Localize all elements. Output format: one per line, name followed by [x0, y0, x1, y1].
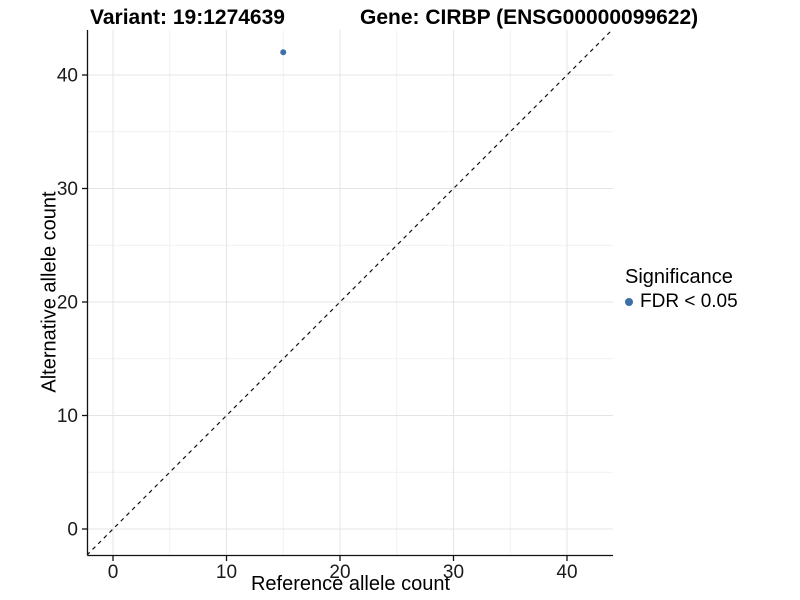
x-axis-title: Reference allele count: [250, 573, 450, 595]
plot-title-gene: Gene: CIRBP (ENSG00000099622): [360, 6, 699, 29]
plot-title-variant: Variant: 19:1274639: [90, 6, 285, 29]
x-tick-label: 20: [329, 562, 350, 583]
y-tick-label: 0: [67, 520, 78, 541]
x-tick-label: 0: [108, 562, 119, 583]
legend: Significance FDR < 0.05: [625, 266, 738, 314]
x-tick-label: 10: [216, 562, 237, 583]
tick-labels: 0 10 20 30 40 0 10 20 30 40: [57, 66, 578, 584]
scatter-plot-svg: 0 10 20 30 40 0 10 20 30 40: [57, 30, 613, 584]
identity-reference-line: [88, 30, 613, 555]
legend-item: FDR < 0.05: [625, 290, 738, 314]
grid-minor: [88, 30, 613, 555]
grid-major: [88, 30, 613, 555]
x-tick-label: 40: [556, 562, 577, 583]
legend-item-label: FDR < 0.05: [640, 291, 738, 312]
y-tick-label: 30: [57, 179, 78, 200]
legend-title: Significance: [625, 266, 733, 288]
legend-point-icon: [625, 298, 633, 306]
y-tick-label: 10: [57, 406, 78, 427]
data-points: [280, 49, 287, 56]
y-tick-label: 40: [57, 66, 78, 87]
tick-marks: [82, 74, 568, 561]
y-tick-label: 20: [57, 293, 78, 314]
data-point: [280, 49, 287, 56]
x-tick-label: 30: [443, 562, 464, 583]
axis-lines: [86, 30, 613, 557]
